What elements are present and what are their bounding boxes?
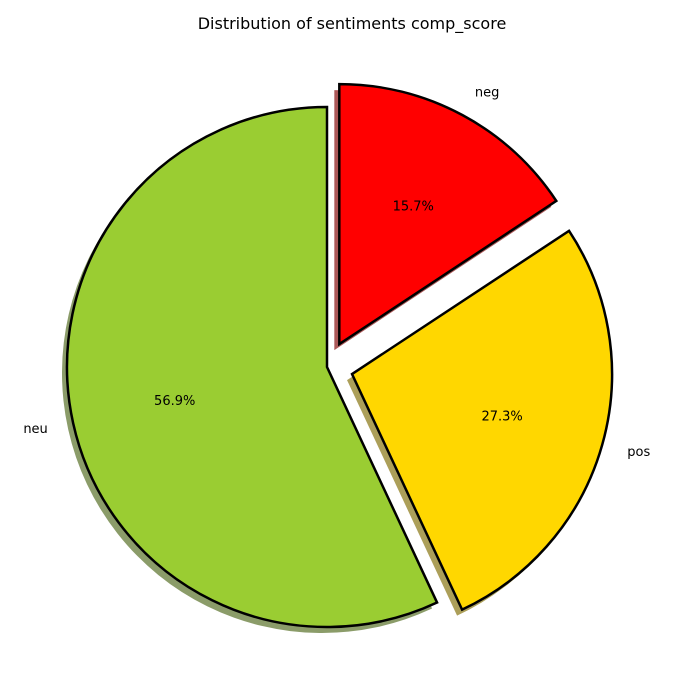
slice-neg (338, 82, 559, 347)
pct-label-pos: 27.3% (481, 409, 522, 424)
pct-label-neg: 15.7% (393, 200, 434, 215)
chart-title: Distribution of sentiments comp_score (198, 14, 507, 34)
slice-pos (350, 229, 614, 612)
slice-neu (65, 105, 439, 629)
slice-label-pos: pos (627, 445, 650, 460)
pie-slices (65, 82, 614, 629)
slice-label-neg: neg (475, 85, 500, 100)
pie-labels: neg 15.7% pos 27.3% neu 56.9% (23, 85, 650, 460)
pct-label-neu: 56.9% (154, 394, 195, 409)
slice-label-neu: neu (23, 422, 47, 437)
